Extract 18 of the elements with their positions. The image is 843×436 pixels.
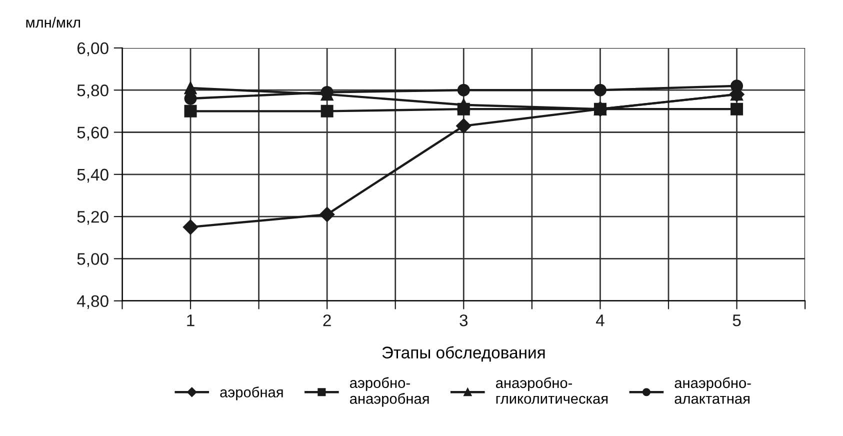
legend-label: аэробная	[220, 386, 283, 400]
y-tick-label: 5,80	[77, 84, 108, 98]
x-tick-label: 4	[596, 314, 604, 326]
x-tick-label: 2	[323, 314, 331, 326]
y-tick-label: 4,80	[76, 295, 108, 310]
x-tick-label: 1	[187, 314, 194, 326]
legend-label: анаэробно- гликолитическая	[496, 377, 608, 404]
x-tick-label: 5	[732, 314, 741, 326]
y-tick-label: 5,60	[77, 126, 108, 140]
legend-label: аэробно- анаэробная	[350, 377, 429, 407]
legend-label: анаэробно- алактатная	[674, 377, 751, 404]
x-tick-label: 3	[460, 314, 468, 326]
x-axis-title: Этапы обследования	[382, 346, 545, 362]
y-tick-label: 5,40	[77, 168, 108, 183]
y-tick-label: 5,00	[77, 253, 108, 267]
y-tick-label: 5,20	[77, 210, 108, 225]
y-tick-label: 6,00	[77, 42, 108, 56]
y-axis-title: млн/мкл	[26, 16, 80, 28]
